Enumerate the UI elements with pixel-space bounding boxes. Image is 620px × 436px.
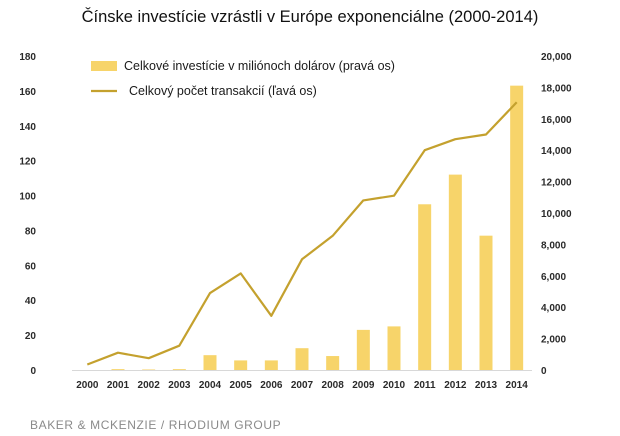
x-tick-label: 2000: [76, 380, 99, 391]
right-tick-label: 16,000: [541, 115, 572, 126]
bar: [203, 355, 217, 370]
bar: [479, 235, 493, 370]
bar: [448, 174, 462, 370]
right-tick-label: 8,000: [541, 240, 566, 251]
x-tick-label: 2004: [199, 380, 222, 391]
bar: [264, 360, 278, 370]
bar: [111, 369, 125, 370]
x-tick-label: 2001: [107, 380, 130, 391]
left-tick-label: 120: [19, 157, 36, 168]
x-tick-label: 2013: [475, 380, 498, 391]
x-tick-label: 2011: [414, 380, 436, 391]
x-tick-label: 2008: [322, 380, 345, 391]
right-tick-label: 0: [541, 366, 547, 377]
x-tick-label: 2012: [444, 380, 467, 391]
right-tick-label: 4,000: [541, 303, 566, 314]
bar: [142, 369, 156, 370]
x-tick-label: 2007: [291, 380, 314, 391]
bar: [418, 204, 432, 370]
x-tick-label: 2003: [168, 380, 191, 391]
legend-swatch-bar: [91, 61, 117, 71]
x-tick-label: 2014: [506, 380, 529, 391]
right-y-axis: 0 2,000 4,000 6,000 8,000 10,000 12,000 14,000 1…: [541, 52, 572, 377]
left-tick-label: 180: [19, 52, 36, 63]
source-credit: BAKER & MCKENZIE / RHODIUM GROUP: [30, 418, 282, 432]
legend-label-bar: Celkové investície v miliónoch dolárov (…: [124, 59, 395, 73]
bar: [510, 85, 524, 371]
bar: [387, 326, 401, 370]
left-tick-label: 20: [25, 331, 37, 342]
left-y-axis: 0 20 40 60 80 100 120 140 160 180: [19, 52, 36, 377]
bar: [172, 369, 186, 370]
left-tick-label: 160: [19, 87, 36, 98]
right-tick-label: 6,000: [541, 272, 566, 283]
x-tick-label: 2005: [230, 380, 253, 391]
chart-title: Čínske investície vzrástli v Európe expo…: [81, 8, 539, 26]
transactions-line: [86, 101, 518, 366]
left-tick-label: 60: [25, 261, 37, 272]
x-tick-label: 2010: [383, 380, 406, 391]
right-tick-label: 12,000: [541, 178, 572, 189]
legend: Celkové investície v miliónoch dolárov (…: [91, 59, 395, 98]
right-tick-label: 14,000: [541, 146, 572, 157]
left-tick-label: 80: [25, 226, 37, 237]
line-series: [86, 101, 518, 366]
left-tick-label: 100: [19, 192, 36, 203]
right-tick-label: 2,000: [541, 335, 566, 346]
right-tick-label: 10,000: [541, 209, 572, 220]
bar: [326, 356, 340, 370]
bar: [234, 360, 248, 370]
legend-label-line: Celkový počet transakcií (ľavá os): [129, 84, 317, 98]
left-tick-label: 40: [25, 296, 37, 307]
x-axis: 2000 2001 2002 2003 2004 2005 2006 2007 2008 2009…: [72, 370, 532, 391]
x-tick-label: 2006: [260, 380, 283, 391]
bar-series: [111, 85, 524, 371]
right-tick-label: 18,000: [541, 83, 572, 94]
bar: [356, 329, 370, 370]
right-tick-label: 20,000: [541, 52, 572, 63]
x-tick-label: 2009: [352, 380, 375, 391]
chart: 0 20 40 60 80 100 120 140 160 180 0 2,000 4,000 6,00…: [19, 52, 572, 391]
x-tick-label: 2002: [138, 380, 161, 391]
left-tick-label: 0: [30, 366, 36, 377]
left-tick-label: 140: [19, 122, 36, 133]
bar: [295, 348, 309, 370]
